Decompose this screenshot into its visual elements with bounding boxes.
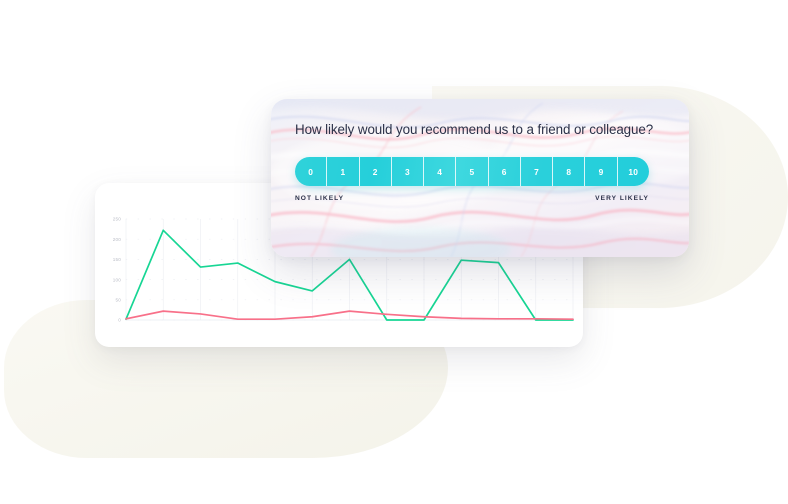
y-axis-tick-label: 200 [113,237,122,242]
chart-series-lines [125,229,574,321]
nps-scale-option-5[interactable]: 5 [456,157,489,186]
nps-scale-option-3[interactable]: 3 [392,157,425,186]
nps-scale-option-9[interactable]: 9 [585,157,618,186]
nps-scale-option-2[interactable]: 2 [360,157,392,186]
y-axis-tick-label: 250 [113,217,122,222]
nps-scale-option-0[interactable]: 0 [295,157,328,186]
nps-card-content: How likely would you recommend us to a f… [271,99,689,202]
nps-question-title: How likely would you recommend us to a f… [295,122,654,137]
nps-survey-card: How likely would you recommend us to a f… [271,99,689,257]
nps-scale-option-1[interactable]: 1 [327,157,360,186]
y-axis-tick-label: 0 [118,318,121,323]
nps-rating-scale[interactable]: 0 1 2 3 4 5 6 7 8 9 10 [295,157,649,186]
nps-scale-anchors: NOT LIKELY VERY LIKELY [295,195,649,202]
y-axis-tick-label: 150 [113,257,122,262]
nps-scale-option-6[interactable]: 6 [489,157,521,186]
nps-high-anchor-label: VERY LIKELY [595,195,649,202]
nps-scale-option-7[interactable]: 7 [521,157,554,186]
chart-line-detractors [125,310,574,321]
chart-area: 250 200 150 100 50 0 [95,183,583,347]
chart-line-promoters [125,229,574,321]
nps-scale-option-10[interactable]: 10 [628,166,639,177]
nps-scale-option-4[interactable]: 4 [424,157,457,186]
nps-low-anchor-label: NOT LIKELY [295,195,345,202]
chart-y-axis-labels: 250 200 150 100 50 0 [113,217,122,323]
y-axis-tick-label: 100 [113,277,122,282]
line-chart: 250 200 150 100 50 0 [113,217,574,323]
nps-scale-option-8[interactable]: 8 [553,157,586,186]
y-axis-tick-label: 50 [115,298,121,303]
chart-gridlines [125,218,574,321]
